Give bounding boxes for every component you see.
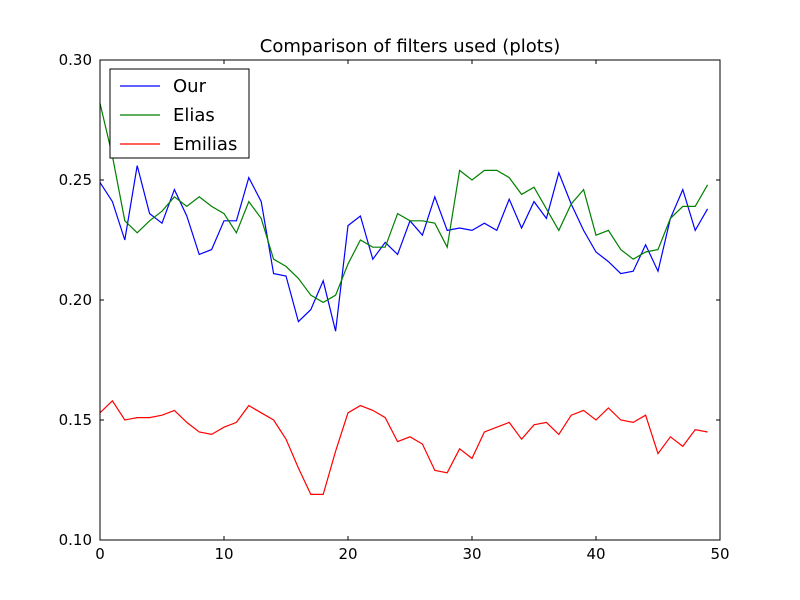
legend-box [109, 68, 250, 159]
x-tick-label: 0 [95, 545, 105, 563]
legend-label-our: Our [173, 76, 207, 97]
y-tick-label: 0.15 [59, 411, 92, 429]
x-tick-label: 20 [338, 545, 357, 563]
x-tick-label: 40 [586, 545, 605, 563]
y-tick-label: 0.30 [59, 51, 92, 69]
series-layer [99, 103, 709, 495]
x-tick-label: 50 [710, 545, 729, 563]
legend: Our Elias Emilias [109, 68, 250, 159]
axis-ticks: 0 10 20 30 40 50 0.10 0.15 0.20 0.25 0.30 [59, 51, 730, 563]
y-tick-label: 0.10 [59, 531, 92, 549]
x-tick-label: 10 [214, 545, 233, 563]
y-tick-label: 0.20 [59, 291, 92, 309]
legend-label-emilias: Emilias [173, 134, 237, 155]
series-line-emilias [99, 399, 708, 495]
series-line-elias [99, 103, 709, 304]
series-line-our [99, 165, 709, 332]
plot-frame [99, 59, 721, 541]
legend-label-elias: Elias [173, 105, 215, 126]
y-tick-label: 0.25 [59, 171, 92, 189]
x-tick-label: 30 [462, 545, 481, 563]
chart-title: Comparison of filters used (plots) [260, 36, 560, 57]
